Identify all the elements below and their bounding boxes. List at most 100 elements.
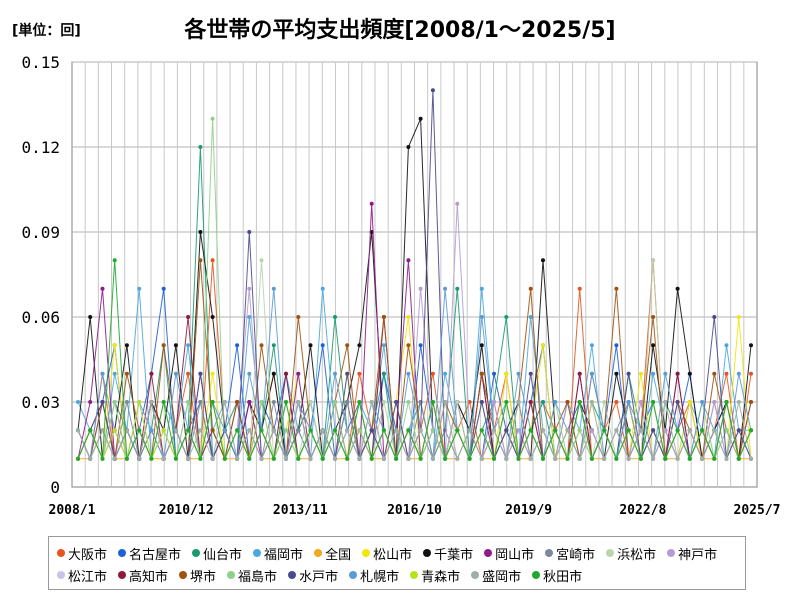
legend-label: 大阪市 (68, 547, 108, 563)
legend-label: 堺市 (190, 569, 217, 585)
data-point (455, 400, 460, 404)
data-point (455, 201, 460, 206)
data-point (418, 286, 423, 291)
data-point (88, 315, 93, 319)
x-tick-label: 2016/10 (387, 503, 442, 518)
data-point (406, 400, 411, 404)
data-point (687, 371, 692, 376)
data-point (357, 400, 362, 404)
legend-swatch-icon (423, 549, 432, 557)
data-point (492, 456, 496, 461)
data-point (394, 456, 399, 461)
data-point (406, 315, 411, 319)
data-point (210, 116, 215, 121)
data-point (161, 286, 166, 291)
data-point (112, 428, 117, 433)
data-point (186, 371, 191, 376)
data-point (528, 456, 533, 461)
data-point (602, 456, 607, 461)
data-point (222, 400, 227, 404)
legend-swatch-icon (362, 549, 371, 557)
data-point (308, 428, 313, 433)
x-tick-label: 2010/12 (159, 503, 214, 518)
legend-swatch-icon (349, 571, 358, 579)
y-tick-label: 0.09 (21, 223, 60, 242)
data-point (651, 258, 656, 263)
data-point (271, 286, 276, 291)
data-point (345, 428, 350, 433)
data-point (504, 400, 509, 404)
data-point (712, 400, 717, 404)
data-point (553, 456, 558, 461)
data-point (100, 400, 105, 404)
legend-swatch-icon (314, 549, 323, 557)
data-point (394, 400, 399, 404)
chart-legend: 大阪市 名古屋市 仙台市 福岡市 全国 松山市 千葉市 岡山市 宮崎市 浜松市 神戸市 松江市 高知市 堺… (48, 536, 746, 590)
data-point (577, 286, 582, 291)
data-point (479, 343, 484, 348)
data-point (381, 400, 386, 404)
data-point (124, 400, 129, 404)
legend-item: 青森市 (410, 564, 460, 586)
y-tick-label: 0 (50, 478, 60, 497)
data-point (235, 343, 240, 348)
data-point (443, 371, 448, 376)
data-point (296, 428, 301, 433)
data-point (675, 428, 680, 433)
legend-swatch-icon (192, 549, 201, 557)
data-point (345, 343, 350, 348)
data-point (271, 428, 276, 433)
data-point (700, 428, 705, 433)
series-line (78, 429, 751, 460)
data-point (210, 456, 215, 461)
data-point (712, 428, 717, 433)
data-point (516, 400, 521, 404)
data-point (430, 88, 435, 93)
data-point (651, 428, 656, 433)
data-point (724, 371, 729, 376)
legend-swatch-icon (667, 549, 676, 557)
data-point (76, 400, 80, 404)
data-point (749, 428, 753, 433)
data-point (541, 456, 545, 461)
data-point (651, 371, 656, 376)
y-tick-label: 0.15 (21, 53, 60, 72)
legend-label: 浜松市 (617, 547, 657, 563)
legend-label: 高知市 (129, 569, 169, 585)
data-point (259, 258, 264, 263)
data-point (345, 400, 350, 404)
legend-label: 松山市 (373, 547, 413, 563)
data-point (186, 456, 191, 461)
data-point (724, 428, 729, 433)
legend-item: 宮崎市 (545, 542, 595, 564)
data-point (88, 456, 93, 461)
legend-item: 福島市 (227, 564, 277, 586)
data-point (333, 371, 337, 376)
data-point (406, 456, 411, 461)
data-point (357, 371, 362, 376)
data-point (173, 456, 178, 461)
data-point (626, 371, 631, 376)
data-point (210, 428, 215, 433)
data-point (638, 400, 643, 404)
data-point (100, 456, 105, 461)
data-point (467, 456, 472, 461)
data-point (100, 286, 105, 291)
data-point (418, 343, 423, 348)
data-point (100, 371, 105, 376)
data-point (198, 371, 203, 376)
data-point (687, 400, 692, 404)
data-point (626, 400, 631, 404)
data-point (492, 371, 496, 376)
data-point (614, 456, 619, 461)
legend-item: 松江市 (57, 564, 107, 586)
data-point (749, 371, 753, 376)
legend-label: 盛岡市 (482, 569, 522, 585)
legend-label: 青森市 (421, 569, 461, 585)
data-point (443, 286, 448, 291)
legend-item: 全国 (314, 542, 351, 564)
data-point (173, 428, 178, 433)
data-point (112, 258, 117, 263)
data-point (712, 371, 717, 376)
data-point (247, 286, 252, 291)
